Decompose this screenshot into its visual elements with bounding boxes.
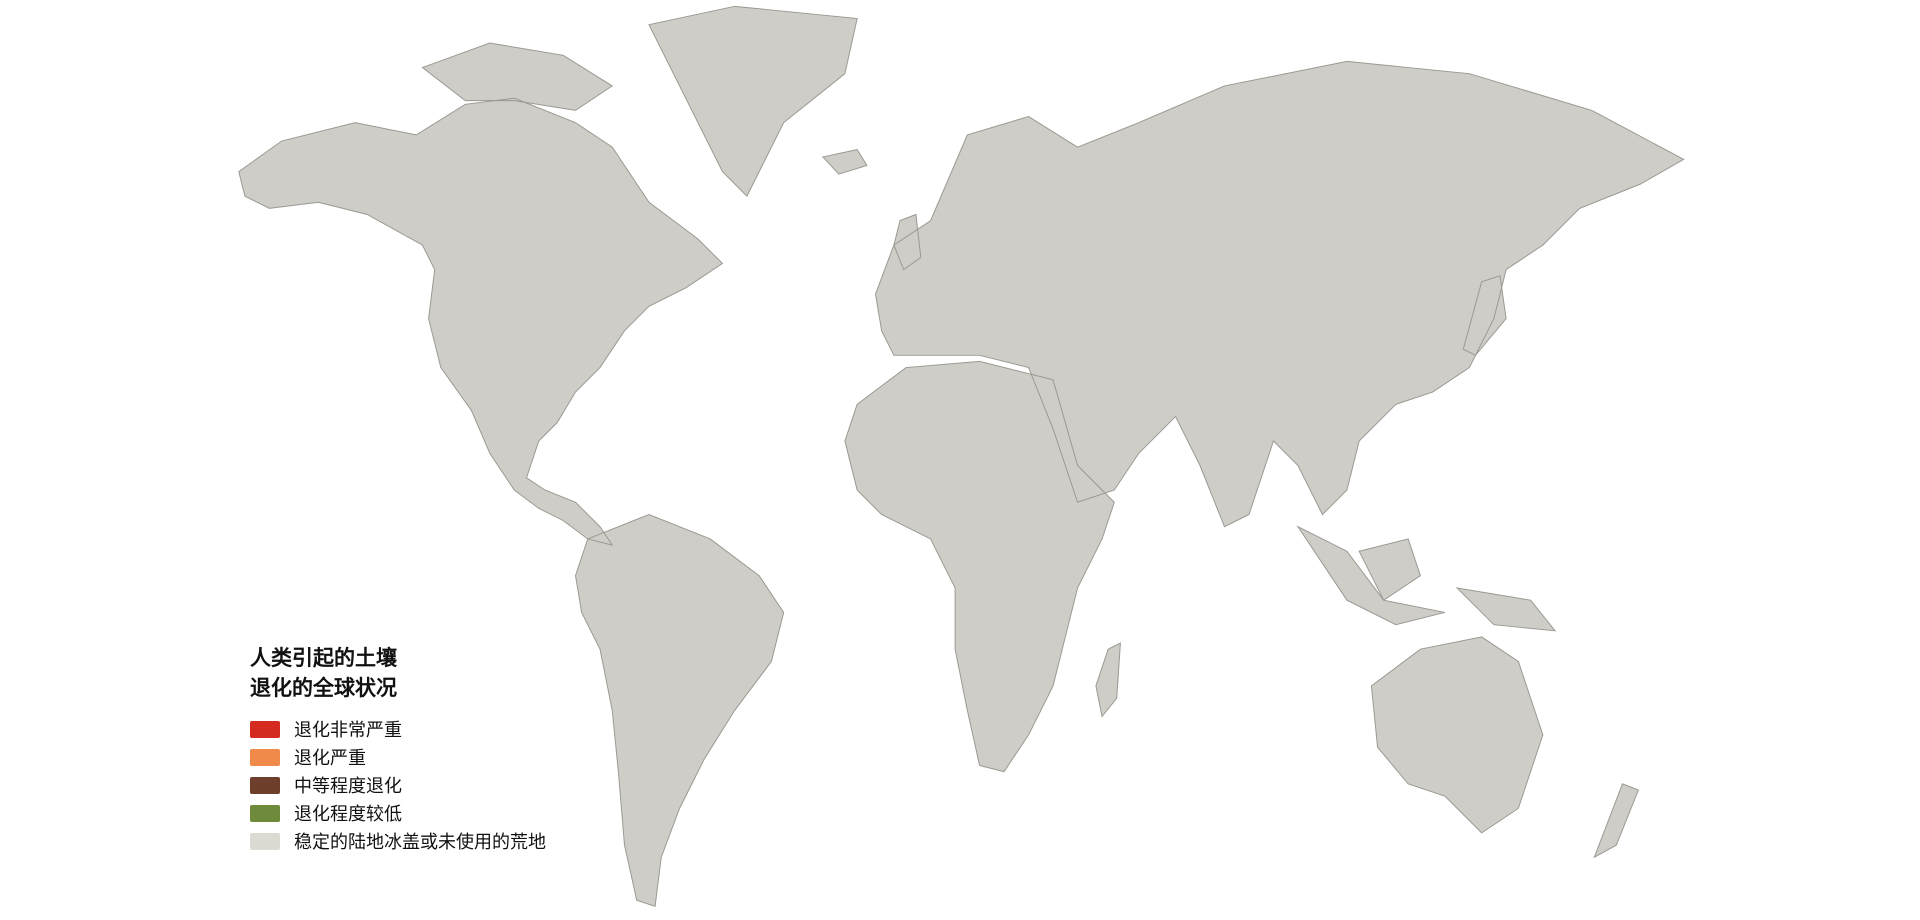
- legend: 人类引起的土壤 退化的全球状况 退化非常严重 退化严重 中等程度退化 退化程度较…: [250, 643, 546, 855]
- landmass-arctic-islands: [422, 43, 613, 111]
- legend-label: 退化非常严重: [294, 720, 402, 741]
- landmass-new-zealand: [1594, 783, 1639, 858]
- legend-label: 中等程度退化: [294, 776, 402, 797]
- landmass-north-america: [238, 98, 723, 546]
- legend-item-stable: 稳定的陆地冰盖或未使用的荒地: [250, 827, 546, 855]
- swatch: [250, 804, 280, 822]
- legend-item-low: 退化程度较低: [250, 799, 546, 827]
- swatch: [250, 832, 280, 850]
- landmass-iceland: [822, 149, 867, 175]
- landmass-africa: [844, 361, 1115, 772]
- land-outline: [238, 5, 1685, 907]
- swatch: [250, 748, 280, 766]
- landmass-japan: [1463, 275, 1507, 356]
- legend-item-moderate: 中等程度退化: [250, 771, 546, 799]
- legend-label: 退化程度较低: [294, 804, 402, 825]
- legend-label: 退化严重: [294, 748, 366, 769]
- landmass-madagascar: [1095, 643, 1121, 717]
- legend-title: 人类引起的土壤: [250, 646, 397, 670]
- swatch: [250, 720, 280, 738]
- legend-item-severe: 退化严重: [250, 743, 546, 771]
- legend-title-line2: 退化的全球状况: [250, 676, 397, 700]
- landmass-eurasia: [875, 61, 1684, 527]
- landmass-australia: [1371, 636, 1543, 833]
- legend-item-very-severe: 退化非常严重: [250, 715, 546, 743]
- legend-label: 稳定的陆地冰盖或未使用的荒地: [294, 832, 546, 853]
- landmass-indonesia: [1297, 526, 1445, 625]
- landmass-greenland: [648, 6, 858, 197]
- landmass-borneo: [1359, 538, 1421, 601]
- landmass-south-america: [575, 514, 784, 907]
- land-base: [238, 6, 1684, 907]
- swatch: [250, 776, 280, 794]
- landmass-uk: [893, 214, 921, 270]
- landmass-new-guinea: [1457, 587, 1556, 631]
